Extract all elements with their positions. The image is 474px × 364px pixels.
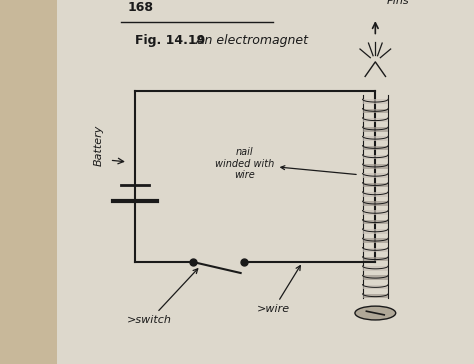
Text: >wire: >wire	[257, 266, 301, 314]
Text: Pins: Pins	[386, 0, 409, 5]
Polygon shape	[363, 164, 388, 169]
Polygon shape	[363, 238, 388, 243]
Text: An electromagnet: An electromagnet	[191, 34, 308, 47]
Polygon shape	[363, 294, 388, 298]
Polygon shape	[363, 108, 388, 113]
Polygon shape	[363, 127, 388, 132]
Polygon shape	[363, 146, 388, 150]
Polygon shape	[363, 275, 388, 280]
Text: nail
winded with
wire: nail winded with wire	[215, 147, 356, 181]
Polygon shape	[363, 192, 388, 197]
Polygon shape	[363, 229, 388, 234]
Text: >switch: >switch	[127, 269, 198, 325]
Polygon shape	[363, 118, 388, 122]
Polygon shape	[363, 266, 388, 271]
Polygon shape	[363, 220, 388, 224]
Ellipse shape	[355, 306, 396, 320]
Polygon shape	[363, 210, 388, 215]
Polygon shape	[363, 248, 388, 252]
Polygon shape	[363, 136, 388, 141]
Text: 168: 168	[128, 1, 154, 14]
Polygon shape	[363, 183, 388, 187]
Polygon shape	[363, 285, 388, 289]
Polygon shape	[363, 201, 388, 206]
Polygon shape	[363, 99, 388, 104]
Polygon shape	[363, 257, 388, 261]
Text: Battery: Battery	[94, 125, 104, 166]
Polygon shape	[363, 155, 388, 159]
Polygon shape	[363, 173, 388, 178]
Text: Fig. 14.19: Fig. 14.19	[135, 34, 205, 47]
